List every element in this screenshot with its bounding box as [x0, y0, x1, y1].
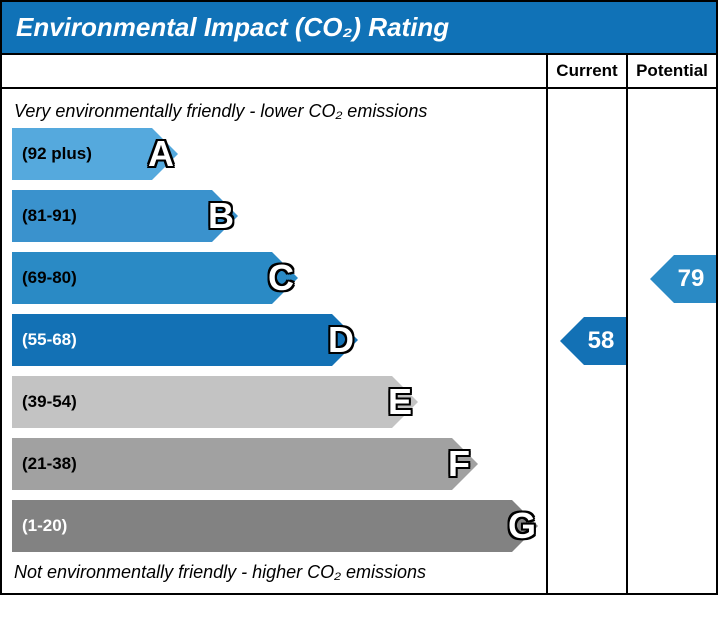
rating-bar-fill: (21-38) [12, 438, 452, 490]
bottom-note: Not environmentally friendly - higher CO… [14, 562, 536, 583]
current-marker: 58 [566, 317, 626, 365]
marker-tip [560, 317, 584, 365]
rating-bar-c: (69-80)C [12, 252, 536, 304]
rating-bar-a: (92 plus)A [12, 128, 536, 180]
rating-bar-fill: (92 plus) [12, 128, 152, 180]
header-potential: Potential [626, 53, 716, 87]
rating-letter: F [448, 443, 470, 485]
rating-letter: E [388, 381, 412, 423]
rating-bar-fill: (39-54) [12, 376, 392, 428]
rating-chart: Environmental Impact (CO₂) Rating Curren… [0, 0, 718, 595]
rating-letter: A [148, 133, 174, 175]
rating-letter: G [508, 505, 536, 547]
rating-letter: D [328, 319, 354, 361]
rating-bar-fill: (55-68) [12, 314, 332, 366]
rating-bar-b: (81-91)B [12, 190, 536, 242]
rating-bar-fill: (81-91) [12, 190, 212, 242]
chart-title: Environmental Impact (CO₂) Rating [2, 2, 716, 53]
chart-grid: Current Potential Very environmentally f… [2, 53, 716, 593]
potential-column: 79 [626, 87, 716, 593]
rating-bar-fill: (69-80) [12, 252, 272, 304]
rating-letter: C [268, 257, 294, 299]
header-main [2, 53, 546, 87]
rating-bar-e: (39-54)E [12, 376, 536, 428]
top-note: Very environmentally friendly - lower CO… [14, 101, 536, 122]
rating-bar-fill: (1-20) [12, 500, 512, 552]
rating-bar-d: (55-68)D [12, 314, 536, 366]
rating-bar-f: (21-38)F [12, 438, 536, 490]
header-current: Current [546, 53, 626, 87]
marker-value: 58 [588, 327, 615, 355]
bars-area: Very environmentally friendly - lower CO… [2, 87, 546, 593]
marker-value: 79 [678, 265, 705, 293]
rating-bar-g: (1-20)G [12, 500, 536, 552]
current-column: 58 [546, 87, 626, 593]
rating-letter: B [208, 195, 234, 237]
marker-tip [650, 255, 674, 303]
potential-marker: 79 [656, 255, 716, 303]
